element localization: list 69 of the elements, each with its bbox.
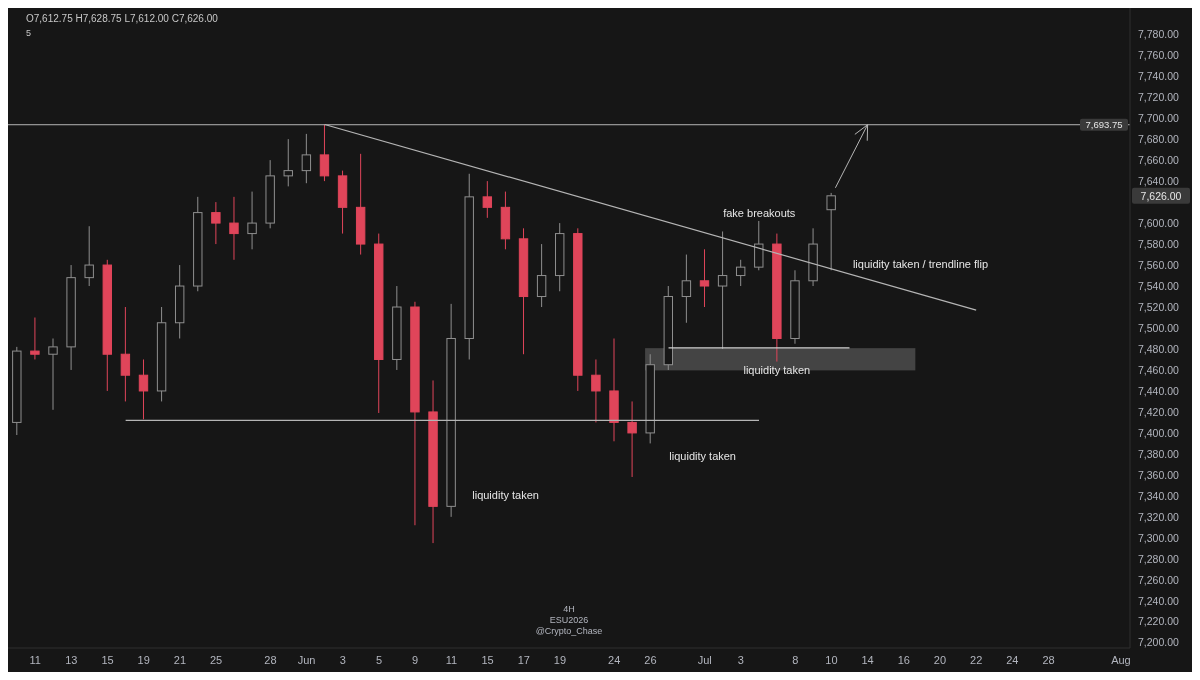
annotation: 5 (26, 28, 32, 38)
x-tick-label: 15 (101, 653, 114, 666)
annotation: liquidity taken (669, 450, 736, 463)
annotation: ESU2026 (549, 615, 589, 625)
x-tick-label: 13 (65, 653, 78, 666)
y-tick-label: 7,700.00 (1138, 111, 1180, 124)
y-tick-label: 7,600.00 (1138, 216, 1180, 229)
x-tick-label: 22 (970, 653, 983, 666)
y-tick-label: 7,380.00 (1138, 447, 1180, 460)
x-tick-label: 3 (737, 653, 744, 666)
y-tick-label: 7,740.00 (1138, 69, 1180, 82)
y-tick-label: 7,520.00 (1138, 300, 1180, 313)
y-tick-label: 7,400.00 (1138, 426, 1180, 439)
y-tick-label: 7,660.00 (1138, 153, 1180, 166)
y-tick-label: 7,360.00 (1138, 468, 1180, 481)
y-tick-label: 7,280.00 (1138, 552, 1180, 565)
y-tick-label: 7,500.00 (1138, 321, 1180, 334)
x-tick-label: 16 (897, 653, 910, 666)
x-tick-label: 3 (339, 653, 346, 666)
y-tick-label: 7,220.00 (1138, 615, 1180, 628)
annotation: liquidity taken (472, 488, 539, 501)
x-tick-label: 20 (933, 653, 947, 666)
y-tick-label: 7,680.00 (1138, 132, 1180, 145)
y-tick-label: 7,560.00 (1138, 258, 1180, 271)
x-tick-label: 17 (517, 653, 530, 666)
x-tick-label: 24 (608, 653, 621, 666)
x-tick-label: 21 (173, 653, 187, 666)
x-tick-label: 25 (209, 653, 223, 666)
y-tick-label: 7,780.00 (1138, 27, 1180, 40)
x-tick-label: 14 (861, 653, 874, 666)
y-tick-label: 7,440.00 (1138, 384, 1180, 397)
y-tick-label: 7,480.00 (1138, 342, 1180, 355)
y-tick-label: 7,580.00 (1138, 237, 1180, 250)
annotation: fake breakouts (723, 206, 796, 219)
x-tick-label: 11 (445, 653, 458, 666)
y-tick-label: 7,540.00 (1138, 279, 1180, 292)
y-tick-label: 7,760.00 (1138, 48, 1180, 61)
x-tick-label: 19 (553, 653, 567, 666)
annotation: liquidity taken (743, 364, 811, 377)
annotation: 4H (563, 604, 575, 614)
y-tick-label: 7,420.00 (1138, 405, 1180, 418)
y-tick-label: 7,240.00 (1138, 594, 1180, 607)
y-tick-label: 7,460.00 (1138, 363, 1180, 376)
y-tick-label: 7,340.00 (1138, 489, 1180, 502)
x-tick-label: Jun (297, 653, 316, 666)
y-tick-label: 7,260.00 (1138, 573, 1180, 586)
annotation: O7,612.75 H7,628.75 L7,612.00 C7,626.00 (26, 13, 219, 24)
x-tick-label: 26 (644, 653, 657, 666)
y-tick-label: 7,720.00 (1138, 90, 1180, 103)
y-tick-label: 7,640.00 (1138, 174, 1180, 187)
ref-line-label: 7,693.75 (1085, 119, 1123, 131)
x-tick-label: 28 (264, 653, 277, 666)
annotation: liquidity taken / trendline flip (852, 257, 989, 270)
x-tick-label: Jul (697, 653, 712, 666)
x-tick-label: 19 (137, 653, 150, 666)
x-tick-label: 9 (412, 653, 419, 666)
x-tick-label: 5 (375, 653, 383, 666)
x-tick-label: 8 (792, 653, 799, 666)
x-tick-label: 10 (825, 653, 838, 666)
x-tick-label: 28 (1042, 653, 1055, 666)
x-tick-label: Aug (1111, 653, 1131, 666)
y-tick-label: 7,320.00 (1138, 510, 1180, 523)
x-tick-label: 15 (481, 653, 494, 666)
annotation: @Crypto_Chase (535, 626, 603, 636)
y-tick-label: 7,200.00 (1138, 636, 1180, 649)
x-tick-label: 24 (1006, 653, 1019, 666)
y-tick-label: 7,300.00 (1138, 531, 1180, 544)
text: 7,626.00 (1140, 189, 1182, 202)
x-tick-label: 11 (29, 653, 41, 666)
